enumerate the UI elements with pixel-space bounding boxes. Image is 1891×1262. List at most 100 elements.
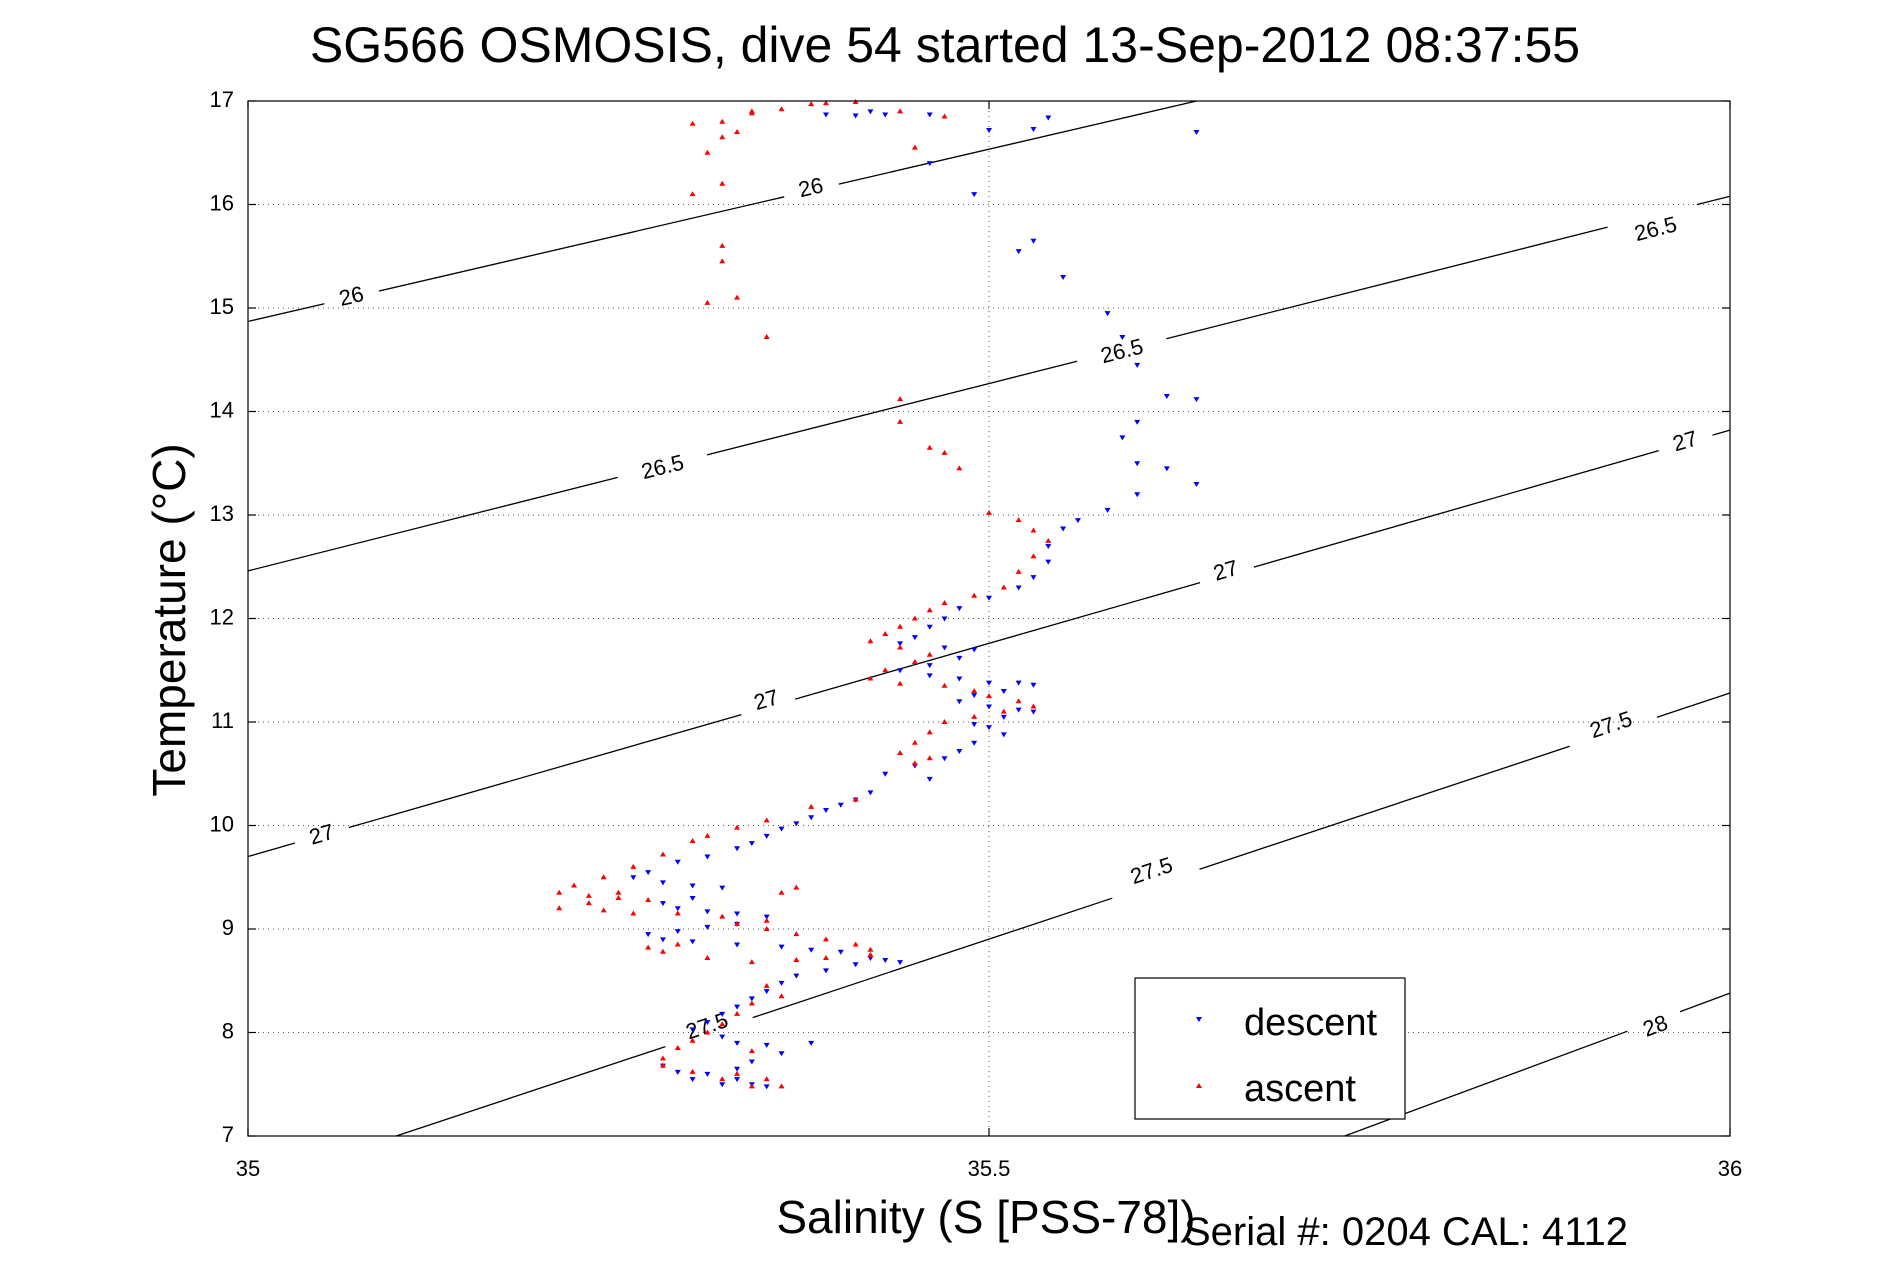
ascent-point <box>689 838 696 844</box>
descent-point <box>630 875 637 881</box>
ascent-point <box>926 607 933 613</box>
descent-point <box>1030 575 1037 581</box>
descent-point <box>1015 707 1022 713</box>
descent-point <box>837 802 844 808</box>
ascent-point <box>808 101 815 107</box>
ascent-point <box>734 1010 741 1016</box>
descent-point <box>704 924 711 930</box>
descent-point <box>971 647 978 653</box>
descent-point <box>1015 680 1022 686</box>
descent-point <box>1193 397 1200 403</box>
descent-point <box>659 937 666 943</box>
descent-point <box>1000 714 1007 720</box>
ascent-point <box>704 1029 711 1035</box>
descent-point <box>822 968 829 974</box>
descent-point <box>882 771 889 777</box>
ascent-point <box>748 110 755 116</box>
ascent-point <box>1015 568 1022 574</box>
ascent-point <box>630 863 637 869</box>
ascent-point <box>763 817 770 823</box>
ascent-point <box>659 948 666 954</box>
ascent-point <box>897 623 904 629</box>
descent-point <box>822 112 829 118</box>
ascent-point <box>941 113 948 119</box>
descent-point <box>1060 274 1067 280</box>
ascent-point <box>897 418 904 424</box>
y-axis-label: Temperature (°C) <box>143 443 195 796</box>
descent-point <box>1193 130 1200 136</box>
descent-point <box>793 973 800 979</box>
descent-point <box>674 859 681 865</box>
descent-point <box>778 980 785 986</box>
descent-point <box>926 673 933 679</box>
descent-point <box>867 955 874 961</box>
contour-line-28 <box>1679 992 1731 1013</box>
ascent-point <box>645 897 652 903</box>
grid <box>248 101 1730 1136</box>
ascent-point <box>926 755 933 761</box>
ascent-point <box>911 658 918 664</box>
ascent-point <box>1045 537 1052 543</box>
ascent-point <box>734 294 741 300</box>
descent-point <box>734 1066 741 1072</box>
contour-line-27 <box>1712 429 1731 436</box>
ascent-point <box>926 651 933 657</box>
ascent-point <box>571 882 578 888</box>
descent-point <box>1119 334 1126 340</box>
ascent-point <box>600 907 607 913</box>
ascent-point <box>585 892 592 898</box>
contour-line-27-5 <box>752 897 1113 1019</box>
ascent-point <box>1030 553 1037 559</box>
descent-point <box>1030 709 1037 715</box>
ascent-point <box>882 631 889 637</box>
ascent-point <box>956 465 963 471</box>
x-tick-label: 35 <box>236 1156 260 1181</box>
descent-point <box>956 699 963 705</box>
descent-point <box>1134 492 1141 498</box>
descent-point <box>956 606 963 612</box>
descent-point <box>704 909 711 915</box>
ascent-point <box>911 144 918 150</box>
ascent-point <box>748 1083 755 1089</box>
legend-box <box>1134 977 1406 1120</box>
ascent-point <box>645 944 652 950</box>
descent-point <box>1163 393 1170 399</box>
descent-point <box>882 958 889 964</box>
ascent-point <box>763 982 770 988</box>
descent-point <box>763 1084 770 1090</box>
ascent-point <box>867 638 874 644</box>
ascent-point <box>867 675 874 681</box>
descent-point <box>867 790 874 796</box>
legend-ascent-label: ascent <box>1244 1068 1356 1110</box>
ascent-point <box>674 941 681 947</box>
ascent-point <box>659 1062 666 1068</box>
y-tick-label: 10 <box>210 811 234 836</box>
ascent-point <box>748 959 755 965</box>
y-tick-label: 14 <box>210 397 234 422</box>
ascent-point <box>719 180 726 186</box>
ascent-point <box>689 1037 696 1043</box>
descent-point <box>1045 559 1052 565</box>
descent-point <box>734 1077 741 1083</box>
ascent-point <box>778 993 785 999</box>
ascent-point <box>986 693 992 699</box>
descent-point <box>1015 585 1022 591</box>
ascent-point <box>926 444 933 450</box>
ascent-point <box>659 851 666 857</box>
descent-point <box>971 740 978 746</box>
contour-line-26-5 <box>1696 195 1731 206</box>
ascent-point <box>600 874 607 880</box>
descent-point <box>971 722 978 728</box>
legend-descent-label: descent <box>1244 1002 1378 1044</box>
descent-point <box>956 676 963 682</box>
descent-point <box>719 1034 726 1040</box>
y-tick-label: 17 <box>210 87 234 112</box>
ascent-point <box>897 108 904 114</box>
ascent-point <box>778 106 785 112</box>
y-tick-label: 13 <box>210 501 234 526</box>
ascent-point <box>719 242 726 248</box>
descent-point <box>748 841 755 847</box>
descent-point <box>1045 115 1052 121</box>
ascent-point <box>867 946 874 952</box>
ascent-point <box>793 957 800 963</box>
